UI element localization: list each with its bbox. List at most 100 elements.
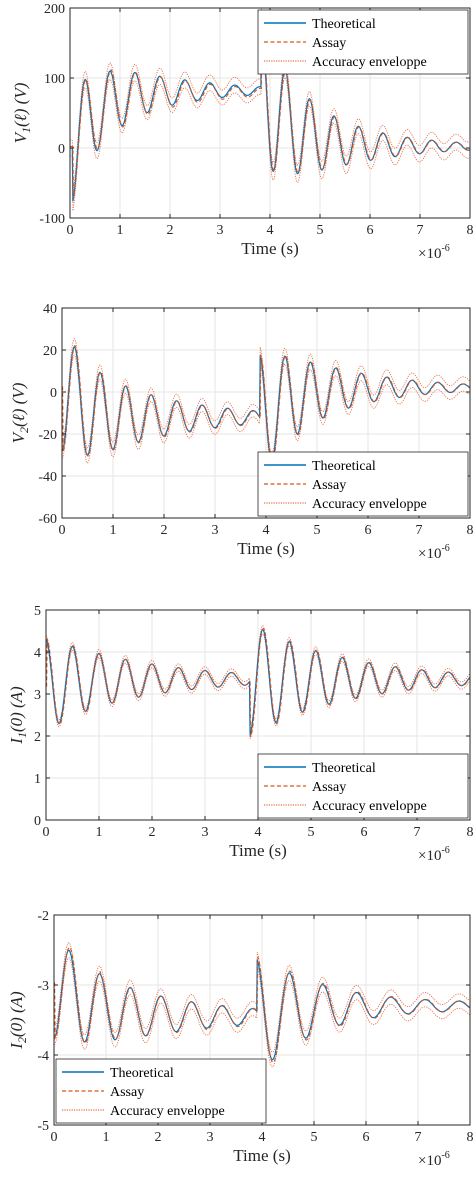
x-tick-label: 5 (308, 825, 315, 840)
legend-label-assay: Assay (312, 36, 346, 51)
y-tick-label: -3 (37, 979, 49, 994)
y-tick-label: 20 (43, 344, 57, 359)
x-axis-title: Time (s) (233, 1146, 290, 1165)
y-tick-label: -60 (38, 512, 57, 527)
x-tick-label: 2 (161, 523, 168, 538)
x-tick-label: 7 (415, 1130, 422, 1145)
x-tick-label: 0 (43, 825, 50, 840)
y-tick-label: -5 (37, 1119, 49, 1134)
y-tick-label: 0 (58, 142, 65, 157)
series-envelope-upper (62, 338, 470, 454)
x-axis-title: Time (s) (237, 539, 294, 558)
legend-label-envelope: Accuracy enveloppe (110, 1104, 225, 1119)
y-tick-label: 5 (34, 604, 41, 619)
series-envelope-lower (70, 28, 470, 211)
x-tick-label: 5 (317, 223, 324, 238)
y-tick-label: -40 (38, 470, 57, 485)
legend-label-envelope: Accuracy enveloppe (312, 799, 427, 814)
x-tick-label: 2 (155, 1130, 162, 1145)
y-tick-label: 3 (34, 688, 41, 703)
plot-lines (70, 8, 470, 211)
y-tick-label: 200 (44, 2, 65, 17)
legend-label-envelope: Accuracy enveloppe (312, 55, 427, 70)
x-tick-label: 0 (59, 523, 66, 538)
legend-label-theory: Theoretical (312, 17, 376, 32)
series-assay (70, 22, 470, 199)
x-tick-label: 3 (202, 825, 209, 840)
x-tick-label: 5 (314, 523, 321, 538)
x-tick-label: 6 (363, 1130, 370, 1145)
plot-lines (62, 338, 470, 470)
series-theoretical (62, 345, 470, 462)
series-assay (46, 627, 470, 738)
x-tick-label: 1 (96, 825, 103, 840)
y-tick-label: 100 (44, 72, 65, 87)
y-tick-label: -100 (39, 212, 65, 227)
plot-lines (54, 942, 470, 1068)
x-tick-label: 7 (417, 223, 424, 238)
y-axis-title: V2(ℓ) (V) (9, 382, 31, 443)
chart-panel-2: 0 1 2 3 4 5 6 7 8 -60 -40 -20 0 20 40 Time (s) ×10-6 V2(ℓ… (9, 302, 474, 562)
series-theoretical (54, 949, 470, 1061)
x-tick-label: 6 (365, 523, 372, 538)
legend-label-assay: Assay (312, 780, 346, 795)
x-tick-label: 7 (414, 825, 421, 840)
x-tick-label: 8 (467, 825, 474, 840)
x-tick-label: 0 (51, 1130, 58, 1145)
legend-label-assay: Assay (312, 478, 346, 493)
x-tick-label: 1 (110, 523, 117, 538)
legend: Theoretical Assay Accuracy enveloppe (257, 753, 469, 819)
x-exponent-label: ×10-6 (418, 543, 450, 562)
y-tick-label: 0 (34, 814, 41, 829)
legend-label-theory: Theoretical (110, 1066, 174, 1081)
x-tick-label: 2 (167, 223, 174, 238)
legend-label-assay: Assay (110, 1085, 144, 1100)
y-tick-label: 2 (34, 730, 41, 745)
x-tick-label: 3 (212, 523, 219, 538)
y-axis-title: I1(0) (A) (7, 686, 29, 745)
legend-label-envelope: Accuracy enveloppe (312, 497, 427, 512)
y-tick-label: -20 (38, 428, 57, 443)
y-tick-label: 4 (34, 646, 41, 661)
x-tick-label: 5 (311, 1130, 318, 1145)
legend-label-theory: Theoretical (312, 761, 376, 776)
x-tick-label: 4 (263, 523, 270, 538)
x-tick-label: 0 (67, 223, 74, 238)
x-tick-label: 6 (367, 223, 374, 238)
y-tick-label: -2 (37, 909, 49, 924)
legend: Theoretical Assay Accuracy enveloppe (257, 451, 469, 517)
x-tick-label: 8 (467, 523, 474, 538)
series-envelope-lower (62, 354, 470, 470)
series-assay (62, 344, 470, 463)
x-tick-label: 8 (467, 1130, 474, 1145)
y-tick-label: -4 (37, 1049, 49, 1064)
y-axis-title: I2(0) (A) (7, 991, 29, 1050)
x-tick-label: 4 (255, 825, 262, 840)
x-tick-label: 7 (416, 523, 423, 538)
x-tick-label: 1 (117, 223, 124, 238)
x-tick-label: 8 (467, 223, 474, 238)
y-tick-label: 1 (34, 772, 41, 787)
series-assay (54, 946, 470, 1064)
y-tick-label: 40 (43, 302, 57, 317)
x-axis-title: Time (s) (229, 841, 286, 860)
x-tick-label: 4 (267, 223, 274, 238)
x-exponent-label: ×10-6 (418, 845, 450, 864)
x-exponent-label: ×10-6 (418, 243, 450, 262)
x-tick-label: 4 (259, 1130, 266, 1145)
x-tick-label: 3 (207, 1130, 214, 1145)
x-tick-label: 6 (361, 825, 368, 840)
y-tick-label: 0 (50, 386, 57, 401)
x-tick-label: 3 (217, 223, 224, 238)
chart-panel-4: 0 1 2 3 4 5 6 7 8 -5 -4 -3 -2 Time (s) ×10-6 I2(0) (A) T… (7, 909, 474, 1169)
x-tick-label: 1 (103, 1130, 110, 1145)
x-exponent-label: ×10-6 (418, 1150, 450, 1169)
legend: Theoretical Assay Accuracy enveloppe (257, 9, 469, 75)
y-axis-title: V1(ℓ) (V) (11, 82, 33, 143)
x-tick-label: 2 (149, 825, 156, 840)
legend-label-theory: Theoretical (312, 459, 376, 474)
x-axis-title: Time (s) (241, 239, 298, 258)
legend: Theoretical Assay Accuracy enveloppe (55, 1058, 267, 1124)
